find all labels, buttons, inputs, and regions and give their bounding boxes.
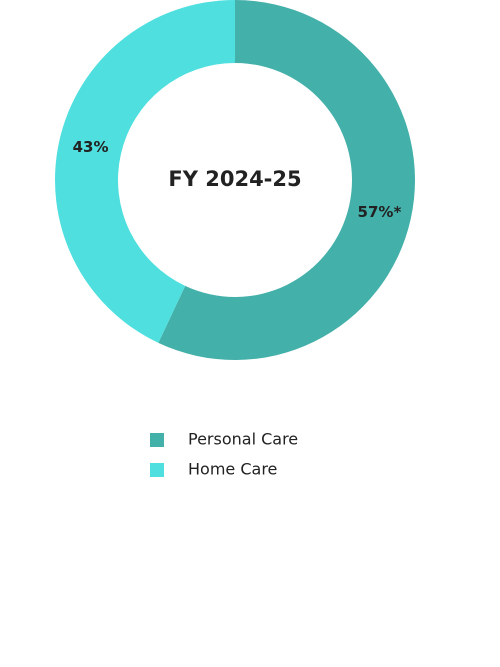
donut-slice	[158, 0, 415, 360]
value-label: 57%*	[358, 203, 402, 221]
legend-label: Personal Care	[188, 430, 298, 449]
donut-slice	[54, 0, 235, 343]
center-title: FY 2024-25	[168, 167, 301, 191]
legend-label: Home Care	[188, 460, 277, 479]
legend-swatch	[150, 433, 164, 447]
value-label: 43%	[73, 138, 109, 156]
legend-swatch	[150, 463, 164, 477]
